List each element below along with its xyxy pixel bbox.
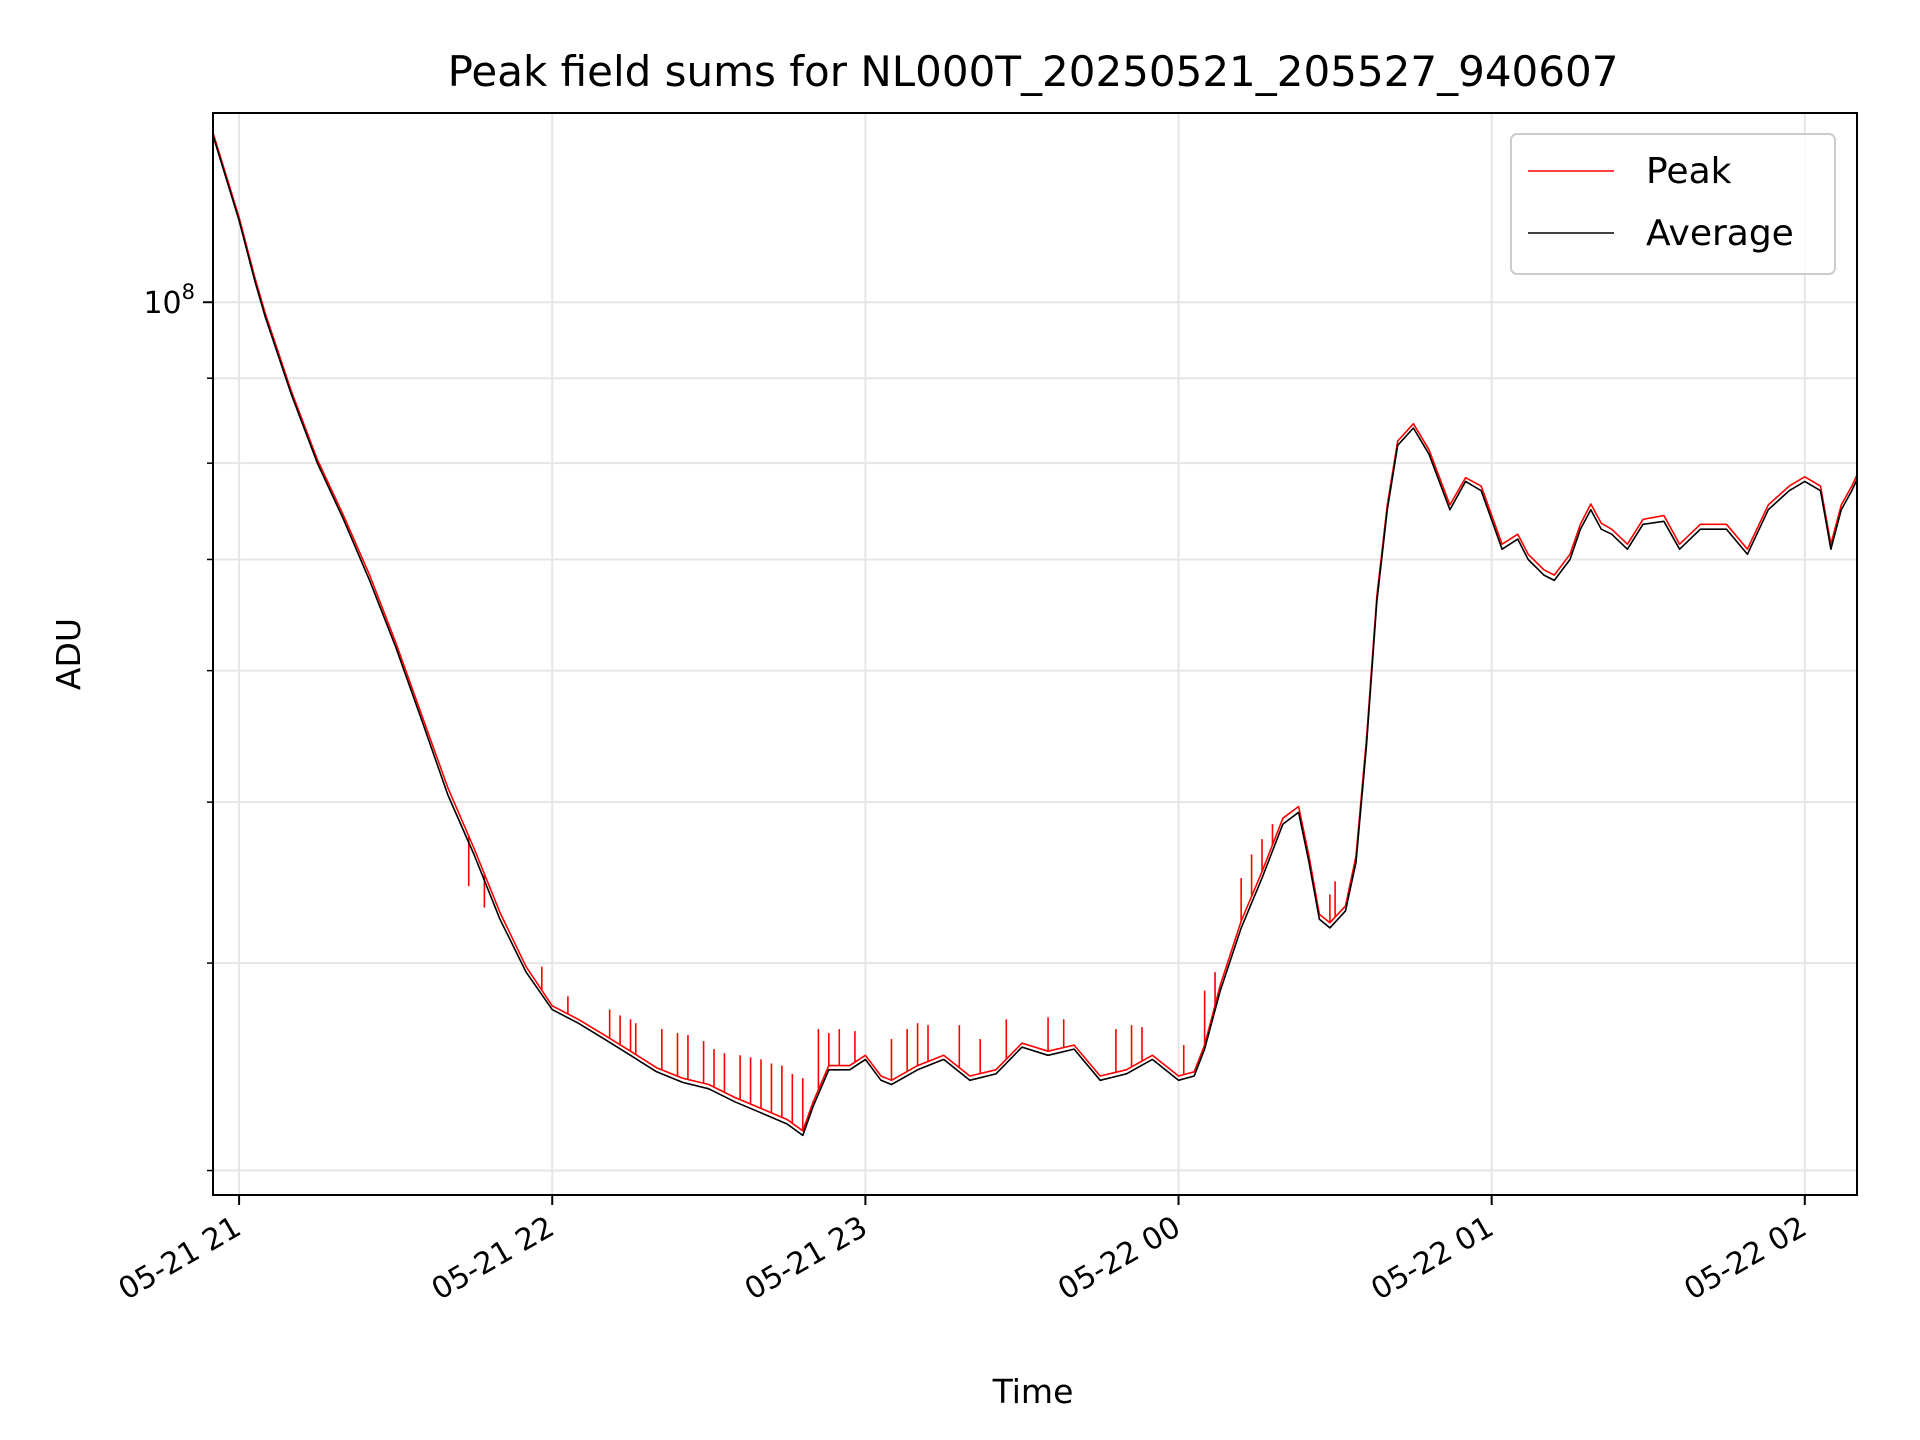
legend: Peak Average [1510,133,1836,275]
plot-frame [212,112,1858,1196]
legend-box [1510,133,1836,275]
y-tick-label: 108 [143,280,195,321]
series-line-peak [212,132,1858,1132]
chart-title: Peak field sums for NL000T_20250521_2055… [448,47,1619,96]
series-peak [212,132,1858,1132]
legend-average-label: Average [1646,213,1794,254]
series-average [212,135,1858,1137]
series-line-average [212,135,1858,1137]
y-axis-label: ADU [49,618,88,690]
grid [213,113,1857,1195]
x-axis-label: Time [992,1372,1074,1411]
y-axis: 108 [143,280,213,1172]
plot-lines [212,132,1858,1137]
legend-peak-label: Peak [1646,151,1732,192]
